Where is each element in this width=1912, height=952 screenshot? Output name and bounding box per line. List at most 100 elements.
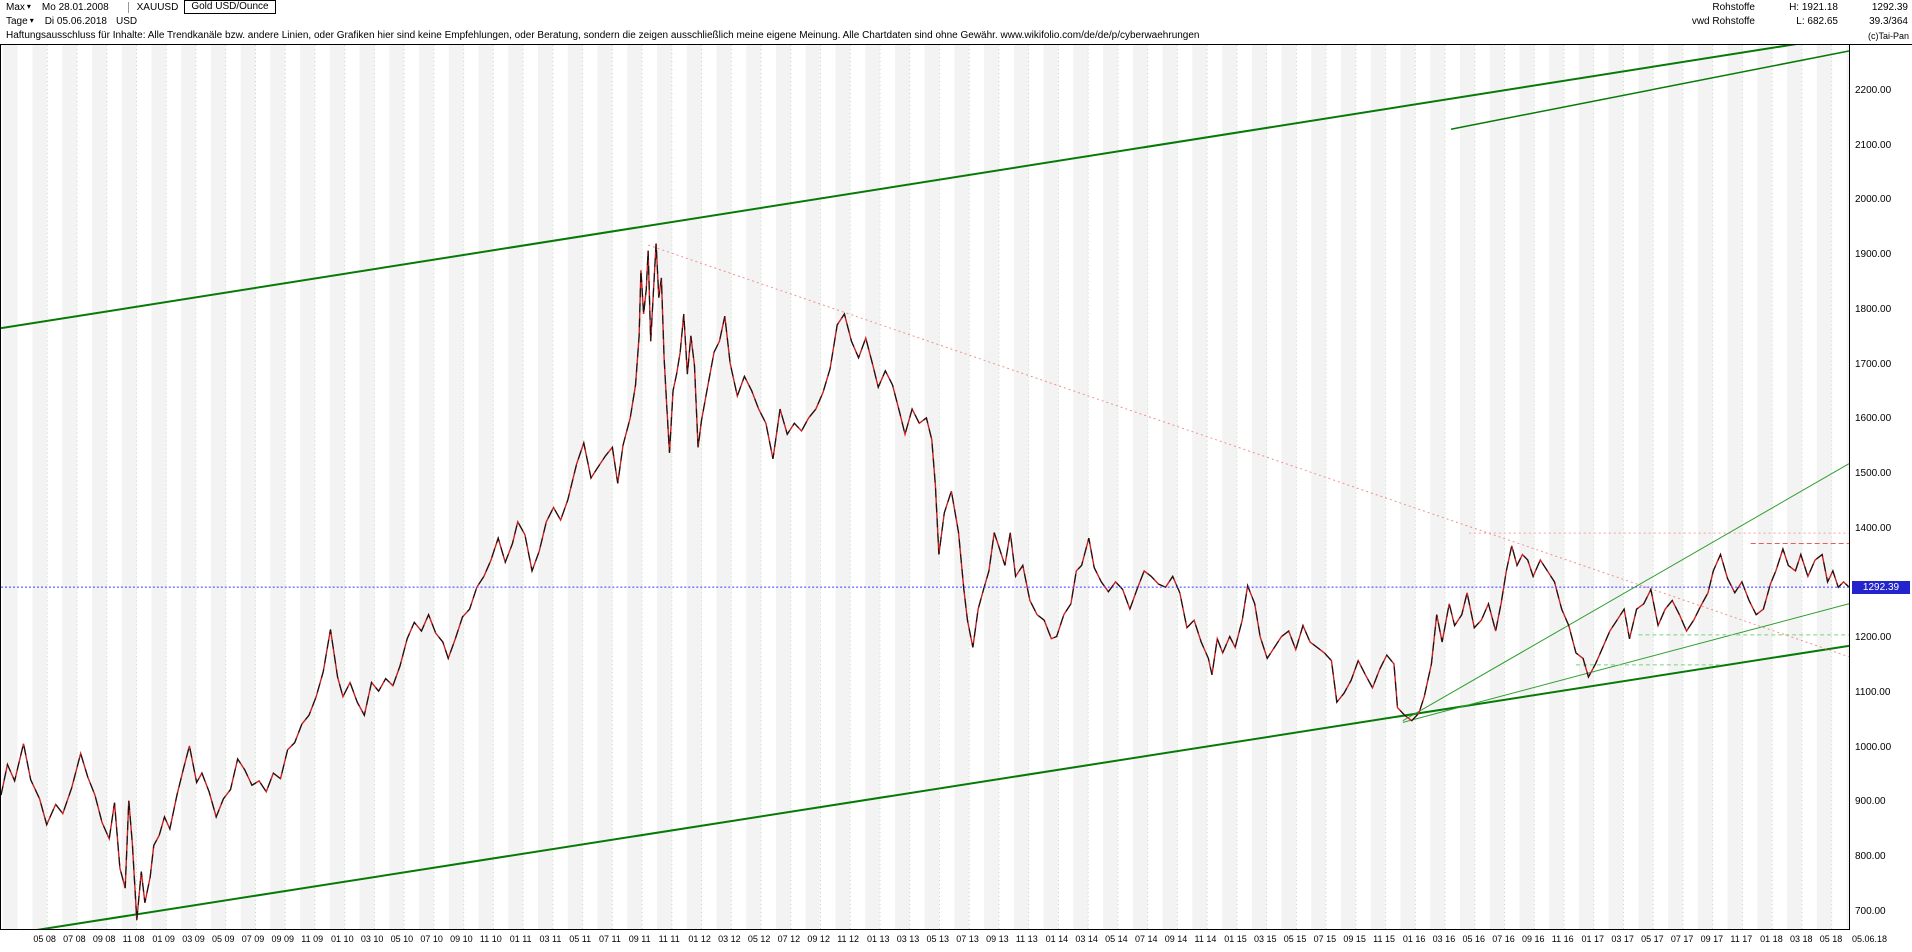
time-axis-label: 01 13: [866, 934, 890, 944]
time-axis-label: 05 16: [1462, 934, 1485, 944]
month-stripe: [627, 45, 643, 929]
price-axis-label: 1000.00: [1855, 741, 1892, 753]
time-axis-label: 09 13: [986, 934, 1009, 944]
month-stripe: [1251, 45, 1267, 929]
start-date-field[interactable]: Mo 28.01.2008: [41, 1, 109, 13]
time-axis-label: 07 11: [599, 934, 621, 944]
month-stripe: [1103, 45, 1118, 929]
time-axis-label: 01 15: [1224, 934, 1247, 944]
price-axis-label: 1400.00: [1855, 522, 1892, 534]
price-axis-label: 700.00: [1855, 905, 1886, 917]
month-stripe: [865, 45, 881, 929]
time-axis-label: 11 09: [301, 934, 324, 944]
price-axis-label: 1500.00: [1855, 468, 1892, 480]
price-chart-canvas[interactable]: [0, 45, 1850, 930]
time-axis-label: 07 16: [1492, 934, 1515, 944]
time-axis-label: 03 15: [1254, 934, 1277, 944]
time-axis-label: 09 08: [92, 934, 116, 944]
instrument-name-box[interactable]: Gold USD/Ounce: [184, 0, 276, 14]
last-price-badge: 1292.39: [1852, 580, 1910, 594]
time-axis-label: 03 12: [718, 934, 741, 944]
price-axis-label: 800.00: [1855, 851, 1886, 863]
time-axis-label: 11 12: [837, 934, 860, 944]
price-axis-label: 1900.00: [1855, 249, 1892, 261]
time-axis-label: 11 10: [479, 934, 502, 944]
range-info-label: 39.3/364: [1869, 15, 1908, 27]
time-axis-label: 11 08: [122, 934, 145, 944]
time-axis-label: 09 17: [1700, 934, 1724, 944]
lower-channel-line: [36, 644, 1849, 929]
time-axis-label: 03 14: [1075, 934, 1098, 944]
month-stripe: [1073, 45, 1089, 929]
month-stripe: [1400, 45, 1416, 929]
time-axis-label: 07 08: [63, 934, 86, 944]
header-left: Max ▾ Mo 28.01.2008 XAUUSD Gold USD/Ounc…: [0, 0, 276, 28]
time-axis-label: 07 09: [241, 934, 265, 944]
month-stripe: [1341, 45, 1356, 929]
time-axis-label: 03 09: [182, 934, 205, 944]
price-axis[interactable]: 1292.39 2200.00 2100.00 2000.00 1900.00 1800…: [1851, 45, 1912, 930]
time-axis-label: 03 18: [1789, 934, 1813, 944]
time-axis-label: 07 15: [1313, 934, 1337, 944]
month-stripe: [448, 45, 464, 929]
time-axis-label: 05 09: [211, 934, 235, 944]
price-axis-label: 1100.00: [1855, 687, 1891, 698]
month-stripe: [1132, 45, 1148, 929]
range-dropdown[interactable]: Max ▾: [4, 2, 33, 13]
month-stripe: [1281, 45, 1297, 929]
month-stripe: [270, 45, 286, 929]
downtrend-resistance-line: [647, 244, 1849, 658]
month-stripe: [181, 45, 197, 929]
month-stripe: [835, 45, 851, 929]
time-axis-label: 09 14: [1164, 934, 1188, 944]
month-stripe: [508, 45, 524, 929]
month-stripe: [1757, 45, 1773, 929]
month-stripe: [300, 45, 315, 929]
month-stripe: [210, 45, 226, 929]
time-axis-label: 03 13: [896, 934, 920, 944]
currency-label: USD: [115, 15, 138, 27]
period-dropdown[interactable]: Tage ▾: [4, 16, 36, 27]
time-axis-label: 01 14: [1045, 934, 1069, 944]
time-axis-label: 01 16: [1402, 934, 1426, 944]
price-axis-label: 1700.00: [1855, 358, 1892, 370]
price-axis-label: 2100.00: [1855, 139, 1892, 151]
chart-header: Max ▾ Mo 28.01.2008 XAUUSD Gold USD/Ounc…: [0, 0, 1912, 29]
period-dropdown-label: Tage: [6, 15, 28, 27]
time-axis-label: 11 11: [658, 934, 680, 944]
price-axis-label: 2000.00: [1855, 194, 1892, 206]
month-stripe: [954, 45, 970, 929]
month-stripe: [1846, 45, 1849, 929]
symbol-label: XAUUSD: [127, 1, 178, 13]
time-axis-label: 09 09: [271, 934, 295, 944]
month-stripe: [1519, 45, 1535, 929]
month-stripe: [329, 45, 345, 929]
chart-area: 1292.39 2200.00 2100.00 2000.00 1900.00 1800…: [0, 45, 1912, 952]
time-axis-label: 11 15: [1373, 934, 1395, 944]
time-axis-label: 09 15: [1343, 934, 1366, 944]
month-stripe: [1370, 45, 1386, 929]
time-axis[interactable]: 05 08 07 08 09 08 11 08 01 09 03 09 05 09 07 09…: [0, 932, 1850, 948]
month-stripe: [32, 45, 48, 929]
month-stripe: [1162, 45, 1178, 929]
time-axis-label: 01 18: [1760, 934, 1783, 944]
last-price-label: 1292.39: [1871, 1, 1908, 13]
time-axis-label: 03 17: [1611, 934, 1634, 944]
time-axis-label: 07 12: [777, 934, 801, 944]
time-axis-label: 09 16: [1521, 934, 1545, 944]
time-axis-label: 05 17: [1641, 934, 1664, 944]
time-axis-label: 05 14: [1105, 934, 1128, 944]
time-axis-label: 07 10: [420, 934, 443, 944]
feed-label: vwd Rohstoffe: [1691, 15, 1755, 27]
time-axis-label: 11 17: [1730, 934, 1753, 944]
time-axis-label: 05 08: [33, 934, 56, 944]
time-axis-label: 07 14: [1134, 934, 1158, 944]
end-date-label: 05.06.18: [1852, 934, 1888, 944]
end-date-field[interactable]: Di 05.06.2018: [44, 15, 107, 27]
high-value-label: H: 1921.18: [1789, 1, 1838, 13]
month-stripe: [1787, 45, 1803, 929]
upper-channel-outer-line: [1450, 50, 1849, 130]
price-series: [1, 243, 1849, 921]
month-stripe: [1192, 45, 1208, 929]
